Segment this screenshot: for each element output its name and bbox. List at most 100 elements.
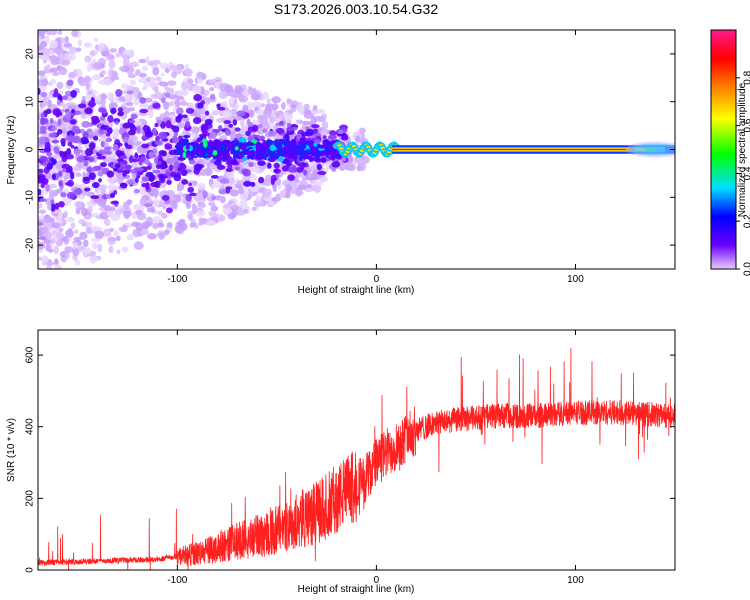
spectrogram-signal-blob xyxy=(106,170,115,178)
spectrogram-noise-blob xyxy=(50,78,57,85)
spectrogram-noise-blob xyxy=(178,218,186,224)
spectrogram-cluster-blob xyxy=(238,137,247,143)
spectrogram-noise-blob xyxy=(286,98,292,104)
spectrogram-signal-blob xyxy=(258,176,265,184)
spectrogram-noise-blob xyxy=(354,157,365,164)
spectrogram-signal-blob xyxy=(218,189,228,195)
spectrogram-noise-blob xyxy=(152,67,160,76)
spectrogram-signal-blob xyxy=(58,180,63,187)
snr-y-tick-label: 0 xyxy=(25,567,36,573)
spectrogram-signal-blob xyxy=(166,158,174,165)
spectrogram-noise-blob xyxy=(71,30,79,38)
spectrogram-noise-blob xyxy=(295,119,303,124)
spectrogram-noise-blob xyxy=(237,180,243,186)
spectrogram-carrier-band xyxy=(392,149,625,150)
spectrogram-noise-blob xyxy=(231,204,240,211)
spectrogram-signal-blob xyxy=(38,236,47,240)
spectrogram-signal-blob xyxy=(70,144,75,149)
spectrogram-noise-blob xyxy=(310,116,317,126)
spectrogram-noise-blob xyxy=(251,206,257,212)
spectrogram-signal-blob xyxy=(63,151,68,157)
spectrogram-noise-blob xyxy=(118,65,129,72)
spectrogram-noise-blob xyxy=(176,96,185,101)
spectrogram-cluster-blob xyxy=(215,155,222,160)
spectrogram-noise-blob xyxy=(255,195,262,203)
spectrogram-signal-blob xyxy=(252,124,259,133)
spectrogram-cluster-blob xyxy=(299,148,304,154)
spectrogram-noise-blob xyxy=(158,81,169,87)
spectrogram-signal-blob xyxy=(57,118,62,126)
spectrogram-cluster-blob xyxy=(273,140,279,145)
spectrogram-signal-blob xyxy=(88,172,96,181)
spectrogram-signal-blob xyxy=(192,117,202,125)
spectrogram-signal-blob xyxy=(145,182,150,190)
spectrogram-signal-blob xyxy=(242,168,251,177)
spectrogram-signal-blob xyxy=(61,155,68,162)
spectrogram-signal-blob xyxy=(228,123,234,128)
spectrogram-noise-blob xyxy=(149,77,156,82)
snr-y-ticks: 0 200 400 600 xyxy=(25,346,675,573)
spectrogram-signal-blob xyxy=(90,195,100,200)
spectrogram-noise-blob xyxy=(191,218,196,224)
spectrogram-cluster-blob xyxy=(275,143,283,150)
spectrogram-noise-blob xyxy=(239,200,248,208)
spectrogram-noise-blob xyxy=(101,69,107,76)
spectrogram-signal-blob xyxy=(84,187,91,192)
spectrogram-signal-blob xyxy=(98,149,108,155)
spectrogram-signal-blob xyxy=(49,117,54,124)
spectrogram-signal-blob xyxy=(122,169,127,177)
spectrogram-signal-blob xyxy=(70,89,77,98)
spectrogram-signal-blob xyxy=(67,179,74,187)
spectrogram-noise-blob xyxy=(92,74,101,81)
spectrogram-noise-blob xyxy=(297,184,307,190)
spectrogram-cluster-blob xyxy=(222,154,230,161)
spectrogram-signal-blob xyxy=(41,177,49,185)
spectrogram-noise-blob xyxy=(132,87,139,95)
spectrogram-signal-blob xyxy=(67,141,73,147)
spectrogram-noise-blob xyxy=(321,121,329,130)
spectrogram-cluster-blob xyxy=(269,152,277,158)
spectrogram-noise-blob xyxy=(38,49,47,56)
spectrogram-signal-blob xyxy=(125,144,133,150)
spectrogram-cluster-blob xyxy=(314,151,321,158)
spectrogram-signal-blob xyxy=(96,155,107,160)
spectrogram-noise-blob xyxy=(66,52,76,61)
spectrogram-signal-blob xyxy=(104,146,111,151)
spectrogram-signal-blob xyxy=(139,97,146,104)
spectrogram-noise-blob xyxy=(92,61,102,71)
spectrogram-noise-blob xyxy=(147,109,154,118)
spectrogram-signal-blob xyxy=(156,160,162,166)
spectrogram-signal-blob xyxy=(156,119,162,125)
spectrogram-signal-blob xyxy=(71,109,75,114)
spectrogram-signal-blob xyxy=(45,183,50,192)
spectrogram-signal-blob xyxy=(303,169,308,176)
spectrogram-signal-blob xyxy=(106,137,113,143)
spectrogram-noise-blob xyxy=(159,62,169,70)
spectrogram-cluster-blob xyxy=(308,156,314,162)
spectrogram-noise-blob xyxy=(56,81,64,90)
spectrogram-noise-blob xyxy=(87,63,92,73)
spectrogram-signal-blob xyxy=(285,132,289,140)
snr-frame xyxy=(37,329,676,571)
spectrogram-signal-blob xyxy=(151,127,157,136)
spectrogram-signal-blob xyxy=(298,162,304,167)
spectrogram-noise-blob xyxy=(108,245,114,254)
spectrogram-noise-blob xyxy=(45,243,51,252)
spectrogram-signal-blob xyxy=(91,118,101,124)
spectrogram-signal-blob xyxy=(127,178,136,186)
spectrogram-signal-blob xyxy=(129,169,137,174)
spectrogram-noise-blob xyxy=(254,168,261,174)
spectrogram-noise-blob xyxy=(49,39,59,49)
spectrogram-noise-blob xyxy=(223,110,232,119)
spectrogram-signal-blob xyxy=(256,135,266,140)
spectrogram-noise-blob xyxy=(38,209,47,215)
spectrogram-signal-blob xyxy=(45,108,52,115)
spectrogram-noise-blob xyxy=(53,246,59,255)
spectrogram-noise-blob xyxy=(218,90,228,100)
spectrogram-cluster-blob xyxy=(287,152,294,159)
spectrogram-noise-blob xyxy=(94,44,99,50)
spectrogram-cluster-blob xyxy=(230,159,238,166)
spectrogram-signal-blob xyxy=(193,94,202,102)
spectrogram-signal-blob xyxy=(38,87,41,96)
spectrogram-signal-blob xyxy=(261,128,268,134)
